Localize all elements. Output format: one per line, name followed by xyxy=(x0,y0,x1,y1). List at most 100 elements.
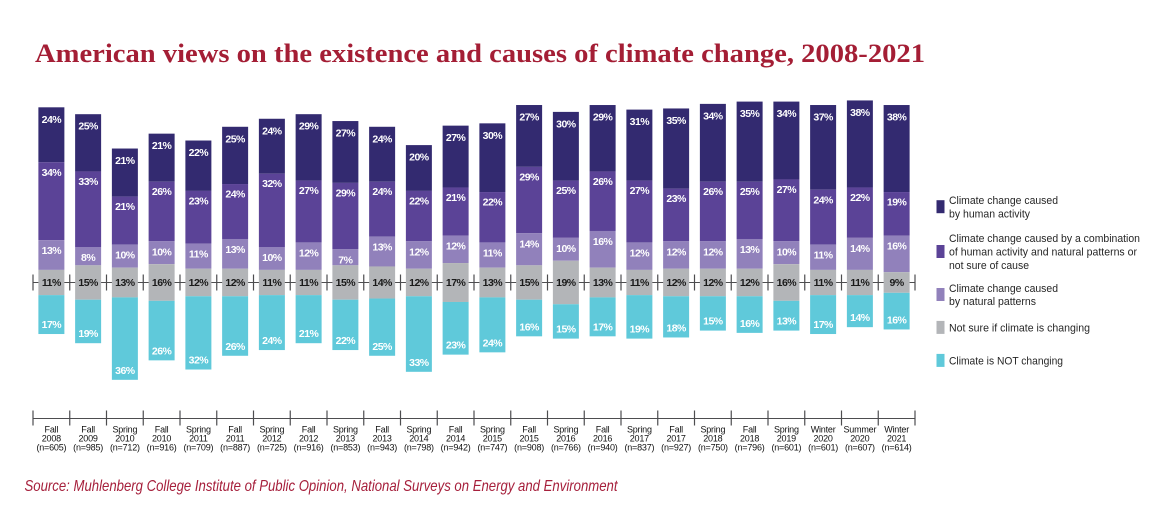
svg-text:12%: 12% xyxy=(299,247,320,259)
svg-text:12%: 12% xyxy=(666,246,687,258)
svg-text:11%: 11% xyxy=(262,277,282,289)
svg-text:29%: 29% xyxy=(519,171,540,183)
svg-text:33%: 33% xyxy=(409,357,430,369)
svg-text:10%: 10% xyxy=(556,243,577,255)
svg-text:24%: 24% xyxy=(225,189,246,201)
svg-text:American views on the existenc: American views on the existence and caus… xyxy=(35,39,925,68)
svg-text:16%: 16% xyxy=(519,321,540,333)
svg-text:(n=942): (n=942) xyxy=(441,443,471,453)
svg-text:(n=750): (n=750) xyxy=(698,443,728,453)
svg-text:37%: 37% xyxy=(813,112,834,124)
svg-text:Fall: Fall xyxy=(45,425,59,435)
svg-text:(n=916): (n=916) xyxy=(294,443,324,453)
svg-text:Fall: Fall xyxy=(228,425,242,435)
svg-text:Spring: Spring xyxy=(259,425,284,435)
svg-text:(n=837): (n=837) xyxy=(624,443,654,453)
svg-text:24%: 24% xyxy=(483,337,504,349)
svg-text:22%: 22% xyxy=(189,147,210,159)
svg-text:12%: 12% xyxy=(740,277,761,289)
svg-text:Spring: Spring xyxy=(774,425,799,435)
svg-text:26%: 26% xyxy=(152,186,173,198)
svg-text:Fall: Fall xyxy=(669,425,683,435)
svg-text:16%: 16% xyxy=(152,277,173,289)
svg-text:10%: 10% xyxy=(777,246,798,258)
svg-text:38%: 38% xyxy=(850,107,871,119)
svg-text:26%: 26% xyxy=(152,345,173,357)
svg-text:22%: 22% xyxy=(409,195,430,207)
svg-text:2021: 2021 xyxy=(887,434,906,444)
svg-text:(n=927): (n=927) xyxy=(661,443,691,453)
svg-text:26%: 26% xyxy=(593,176,614,188)
svg-text:Spring: Spring xyxy=(333,425,358,435)
svg-text:2015: 2015 xyxy=(520,434,539,444)
svg-text:2013: 2013 xyxy=(373,434,392,444)
svg-text:29%: 29% xyxy=(336,187,357,199)
svg-text:23%: 23% xyxy=(666,193,687,205)
svg-text:25%: 25% xyxy=(556,185,577,197)
svg-text:17%: 17% xyxy=(446,277,467,289)
svg-text:Summer: Summer xyxy=(843,425,876,435)
svg-text:24%: 24% xyxy=(372,186,393,198)
svg-text:21%: 21% xyxy=(152,140,173,152)
svg-text:2016: 2016 xyxy=(556,434,575,444)
svg-text:2018: 2018 xyxy=(703,434,722,444)
svg-text:10%: 10% xyxy=(152,246,173,258)
svg-text:2017: 2017 xyxy=(630,434,649,444)
svg-text:33%: 33% xyxy=(78,176,99,188)
svg-text:21%: 21% xyxy=(446,192,467,204)
svg-text:18%: 18% xyxy=(666,322,687,334)
svg-text:(n=605): (n=605) xyxy=(36,443,66,453)
svg-text:2011: 2011 xyxy=(226,434,245,444)
svg-text:Spring: Spring xyxy=(406,425,431,435)
svg-text:2018: 2018 xyxy=(740,434,759,444)
svg-text:(n=709): (n=709) xyxy=(183,443,213,453)
svg-text:27%: 27% xyxy=(519,112,540,124)
svg-text:24%: 24% xyxy=(813,194,834,206)
svg-text:2008: 2008 xyxy=(42,434,61,444)
svg-text:24%: 24% xyxy=(42,114,63,126)
svg-text:(n=943): (n=943) xyxy=(367,443,397,453)
svg-text:Climate change caused by a com: Climate change caused by a combination xyxy=(949,233,1140,245)
svg-text:34%: 34% xyxy=(42,167,63,179)
svg-text:24%: 24% xyxy=(372,133,393,145)
svg-text:16%: 16% xyxy=(593,236,614,248)
svg-text:7%: 7% xyxy=(338,254,353,266)
svg-text:(n=747): (n=747) xyxy=(477,443,507,453)
svg-text:27%: 27% xyxy=(630,185,651,197)
svg-text:34%: 34% xyxy=(777,108,798,120)
svg-text:2010: 2010 xyxy=(115,434,134,444)
svg-text:2019: 2019 xyxy=(777,434,796,444)
svg-text:14%: 14% xyxy=(519,238,540,250)
svg-text:2017: 2017 xyxy=(667,434,686,444)
svg-text:13%: 13% xyxy=(115,277,136,289)
svg-text:15%: 15% xyxy=(556,324,577,336)
svg-text:13%: 13% xyxy=(593,277,614,289)
svg-text:8%: 8% xyxy=(81,252,96,264)
svg-text:16%: 16% xyxy=(740,318,761,330)
svg-text:12%: 12% xyxy=(409,246,430,258)
svg-text:13%: 13% xyxy=(372,242,393,254)
svg-text:20%: 20% xyxy=(409,152,430,164)
svg-text:Spring: Spring xyxy=(553,425,578,435)
svg-text:(n=725): (n=725) xyxy=(257,443,287,453)
svg-text:(n=798): (n=798) xyxy=(404,443,434,453)
svg-text:32%: 32% xyxy=(189,355,210,367)
svg-text:30%: 30% xyxy=(483,130,504,142)
svg-text:12%: 12% xyxy=(189,277,210,289)
svg-text:25%: 25% xyxy=(225,133,246,145)
svg-text:25%: 25% xyxy=(372,341,393,353)
svg-text:29%: 29% xyxy=(593,112,614,124)
svg-text:19%: 19% xyxy=(78,328,99,340)
svg-text:24%: 24% xyxy=(262,125,283,137)
svg-text:2010: 2010 xyxy=(152,434,171,444)
svg-text:19%: 19% xyxy=(887,197,908,209)
svg-text:14%: 14% xyxy=(850,312,871,324)
svg-text:14%: 14% xyxy=(372,277,393,289)
svg-text:25%: 25% xyxy=(740,186,761,198)
svg-text:2012: 2012 xyxy=(262,434,281,444)
svg-text:19%: 19% xyxy=(630,324,651,336)
svg-text:13%: 13% xyxy=(483,277,504,289)
svg-text:16%: 16% xyxy=(777,277,798,289)
svg-text:21%: 21% xyxy=(115,155,136,167)
svg-text:Climate is NOT changing: Climate is NOT changing xyxy=(949,355,1063,367)
